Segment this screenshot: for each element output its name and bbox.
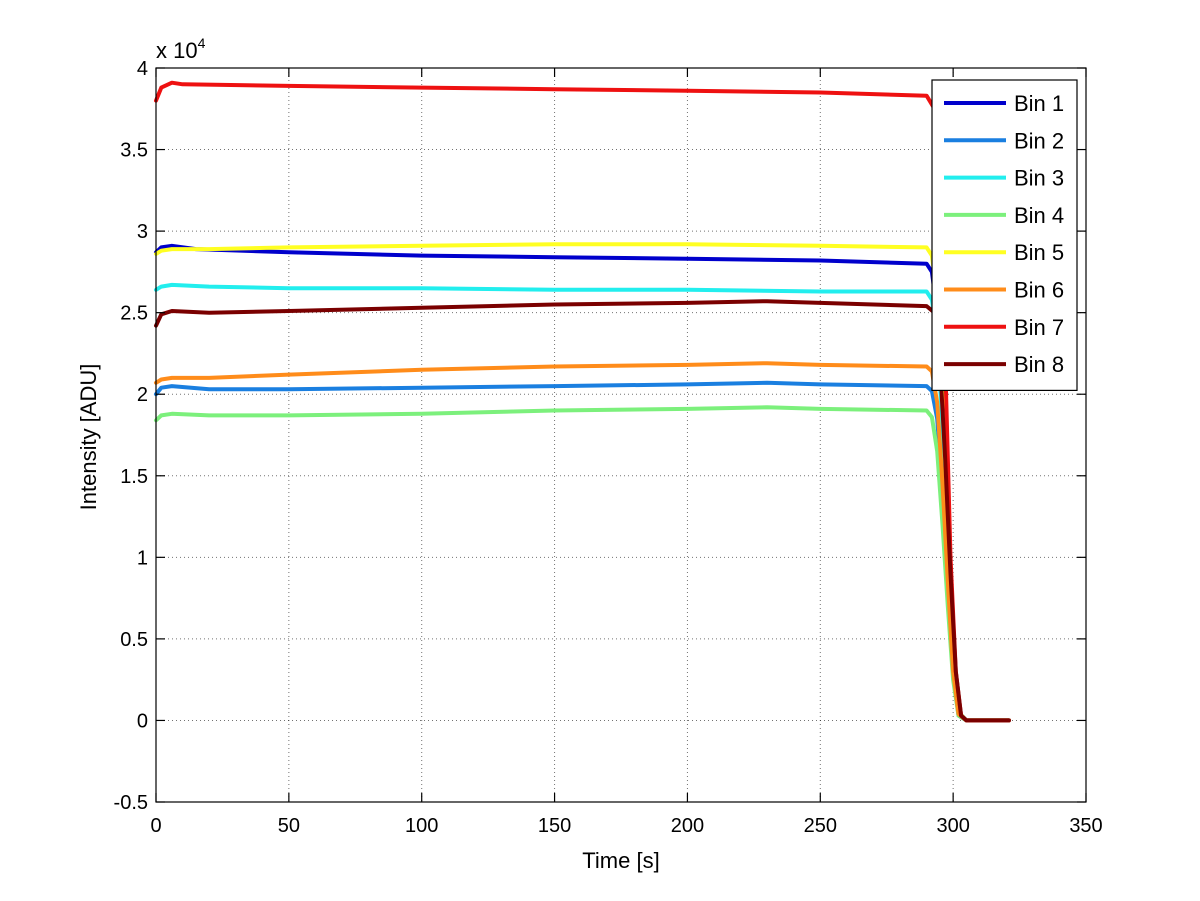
- y-tick-label: 1: [137, 547, 148, 569]
- legend-label-bin-4: Bin 4: [1014, 203, 1064, 228]
- x-tick-label: 0: [150, 815, 161, 837]
- x-tick-label: 300: [936, 815, 969, 837]
- legend-label-bin-6: Bin 6: [1014, 278, 1064, 303]
- y-axis-label: Intensity [ADU]: [76, 364, 101, 511]
- legend-box: [931, 79, 1078, 391]
- legend-label-bin-3: Bin 3: [1014, 166, 1064, 191]
- x-tick-label: 150: [538, 815, 571, 837]
- y-tick-label: 0: [137, 710, 148, 732]
- x-tick-label: 50: [278, 815, 300, 837]
- y-tick-label: 2: [137, 384, 148, 406]
- grid-lines: [156, 68, 1086, 802]
- y-tick-label: -0.5: [114, 792, 148, 814]
- legend-label-bin-8: Bin 8: [1014, 352, 1064, 377]
- x-tick-label: 200: [671, 815, 704, 837]
- x-tick-label: 100: [405, 815, 438, 837]
- y-tick-label: 1.5: [120, 466, 148, 488]
- y-tick-label: 0.5: [120, 629, 148, 651]
- x-tick-label: 350: [1069, 815, 1102, 837]
- legend-label-bin-5: Bin 5: [1014, 240, 1064, 265]
- axes-box: [155, 67, 1087, 803]
- legend-label-bin-2: Bin 2: [1014, 128, 1064, 153]
- x-tick-label: 250: [804, 815, 837, 837]
- series-line-bin-6: [154, 361, 1011, 723]
- legend-label-bin-1: Bin 1: [1014, 91, 1064, 116]
- tick-labels: 0 50 100 150 200 250 300 350-0.500.511.522.533.…: [114, 58, 1103, 837]
- legend: Bin 1 Bin 2 Bin 3 Bin 4 Bin 5 Bin 6 Bin 7 Bin 8: [931, 79, 1078, 391]
- plot-area: [156, 68, 1086, 802]
- x-axis-label: Time [s]: [582, 848, 659, 873]
- y-exponent-label: x 104: [156, 35, 206, 63]
- series-line-bin-8: [154, 299, 1011, 723]
- series-layer: [154, 80, 1011, 723]
- y-tick-label: 3: [137, 221, 148, 243]
- legend-label-bin-7: Bin 7: [1014, 315, 1064, 340]
- y-tick-label: 3.5: [120, 140, 148, 162]
- y-tick-label: 2.5: [120, 303, 148, 325]
- axis-ticks: [155, 67, 1087, 803]
- y-tick-label: 4: [137, 58, 148, 80]
